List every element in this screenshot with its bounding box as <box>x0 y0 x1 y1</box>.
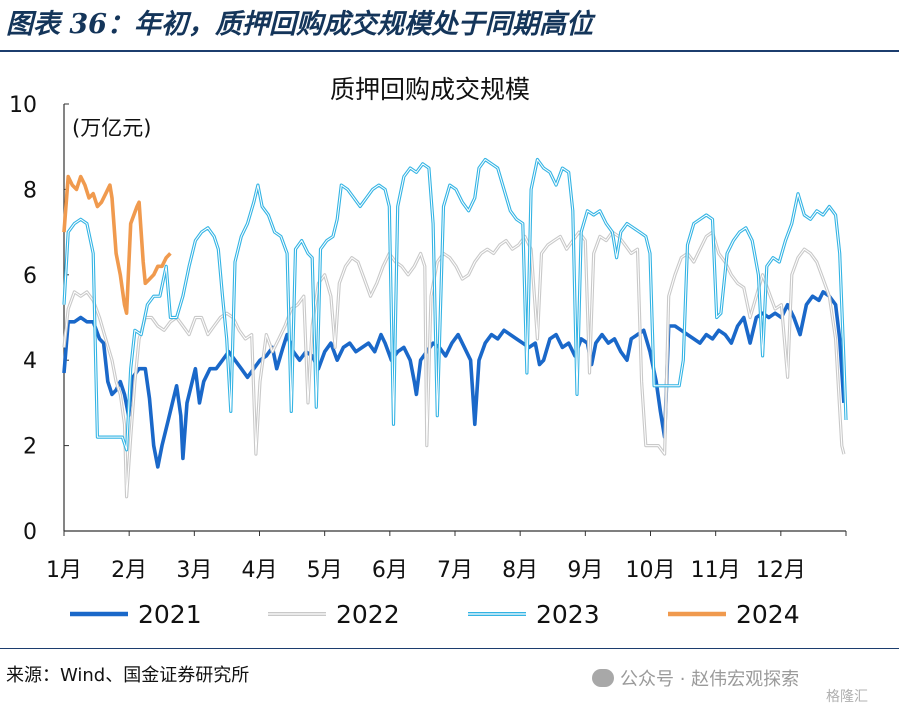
legend-label-2024: 2024 <box>736 600 800 629</box>
x-tick-label: 3月 <box>176 558 212 583</box>
series-line-2024 <box>62 174 172 316</box>
x-tick-label: 1月 <box>46 558 82 583</box>
legend-label-2022: 2022 <box>336 600 400 629</box>
x-tick-label: 7月 <box>437 558 473 583</box>
x-tick-label: 12月 <box>756 558 806 583</box>
x-tick-label: 6月 <box>372 558 408 583</box>
watermark: 公众号 · 赵伟宏观探索 <box>592 665 799 691</box>
series-line-2022 <box>62 230 846 499</box>
y-unit-label: (万亿元) <box>72 116 151 140</box>
x-tick-label: 2月 <box>111 558 147 583</box>
wechat-icon <box>592 669 614 687</box>
watermark-text: 公众号 · 赵伟宏观探索 <box>620 669 800 690</box>
chart: 质押回购成交规模 (万亿元) 0 2 4 6 8 10 1月 2月 3月 4月 5月 6月 7月 8月 9月 10… <box>9 75 848 629</box>
figure-title: 图表 36：年初，质押回购成交规模处于同期高位 <box>6 9 593 40</box>
x-tick-label: 11月 <box>691 558 741 583</box>
y-tick-label: 10 <box>9 93 37 118</box>
series-line-2023-inner <box>63 159 847 451</box>
y-tick-label: 0 <box>23 520 37 545</box>
series-line-2021 <box>62 290 846 469</box>
logo-text: 格隆汇 <box>826 689 868 705</box>
y-tick-label: 8 <box>23 178 37 203</box>
x-tick-label: 5月 <box>307 558 343 583</box>
source-rule <box>0 648 899 649</box>
x-tick-label: 9月 <box>567 558 603 583</box>
source-note: 来源：Wind、国金证券研究所 <box>6 665 250 686</box>
x-tick-label: 10月 <box>626 558 676 583</box>
legend-label-2023: 2023 <box>536 600 600 629</box>
y-tick-label: 4 <box>23 349 37 374</box>
x-tick-label: 4月 <box>242 558 278 583</box>
title-rule <box>0 50 899 52</box>
chart-title: 质押回购成交规模 <box>330 75 530 104</box>
series-line-2022-inner <box>63 231 845 498</box>
y-tick-label: 2 <box>23 435 37 460</box>
x-tick-label: 8月 <box>502 558 538 583</box>
legend-label-2021: 2021 <box>138 600 202 629</box>
y-tick-label: 6 <box>23 264 37 289</box>
